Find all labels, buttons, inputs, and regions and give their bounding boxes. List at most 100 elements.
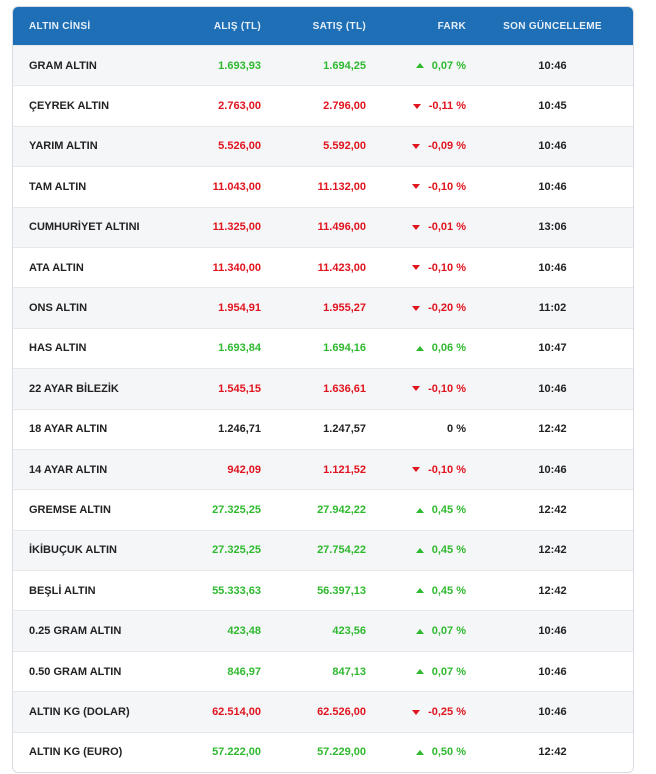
up-arrow-icon [415, 588, 424, 594]
buy-price: 846,97 [227, 665, 261, 678]
buy-price: 5.526,00 [218, 140, 261, 153]
up-arrow-icon [415, 63, 424, 69]
last-update-time: 10:46 [538, 59, 567, 72]
change-value: -0,11 % [428, 100, 466, 113]
gold-type-name: GRAM ALTIN [29, 59, 97, 72]
change-percent: 0,45 % [366, 544, 466, 556]
down-arrow-icon [412, 709, 421, 715]
last-update-time: 13:06 [538, 221, 567, 234]
change-value: 0,07 % [431, 625, 466, 638]
change-value: -0,10 % [428, 180, 466, 193]
gold-type-name: İKİBUÇUK ALTIN [29, 544, 117, 557]
gold-price-table: ALTIN CİNSİ ALIŞ (TL) SATIŞ (TL) FARK SO… [12, 6, 634, 774]
gold-type-name: 0.25 GRAM ALTIN [29, 625, 122, 638]
change-percent: -0,11 % [366, 100, 466, 112]
table-row: BEŞLİ ALTIN 55.333,63 56.397,13 0,45 % 12:42 [13, 570, 633, 610]
table-row: HAS ALTIN 1.693,84 1.694,16 0,06 % 10:47 [13, 327, 633, 368]
up-arrow-icon [415, 628, 424, 634]
table-row: YARIM ALTIN 5.526,00 5.592,00 -0,09 % 10:46 [13, 125, 633, 167]
gold-type-name: ALTIN KG (EURO) [29, 746, 123, 759]
sell-price: 1.694,25 [323, 59, 366, 72]
change-value: 0,45 % [431, 503, 466, 516]
change-value: 0,45 % [431, 584, 466, 597]
change-percent: 0,45 % [366, 504, 466, 516]
change-value: 0 % [447, 423, 466, 436]
change-value: 0,50 % [431, 746, 466, 759]
gold-type-name: 0.50 GRAM ALTIN [29, 665, 122, 678]
buy-price: 1.693,93 [218, 59, 261, 72]
change-value: -0,10 % [428, 382, 466, 395]
table-row: 22 AYAR BİLEZİK 1.545,15 1.636,61 -0,10 % 10… [13, 368, 633, 409]
change-value: -0,20 % [428, 302, 466, 315]
up-arrow-icon [415, 547, 424, 553]
change-value: 0,07 % [431, 665, 466, 678]
header-diff: FARK [437, 20, 466, 32]
change-percent: 0,50 % [366, 746, 466, 758]
table-row: GRAM ALTIN 1.693,93 1.694,25 0,07 % 10:46 [13, 45, 633, 86]
gold-type-name: ÇEYREK ALTIN [29, 100, 110, 113]
sell-price: 27.754,22 [317, 544, 366, 557]
sell-price: 11.423,00 [317, 261, 366, 274]
table-row: ALTIN KG (DOLAR) 62.514,00 62.526,00 -0,25 … [13, 691, 633, 732]
header-updated: SON GÜNCELLEME [503, 20, 602, 32]
last-update-time: 10:46 [538, 625, 567, 638]
table-row: GREMSE ALTIN 27.325,25 27.942,22 0,45 % 12:4… [13, 489, 633, 529]
change-percent: 0,06 % [366, 342, 466, 354]
buy-price: 942,09 [227, 463, 261, 476]
change-percent: -0,10 % [366, 464, 466, 476]
down-arrow-icon [412, 184, 421, 190]
table-row: 14 AYAR ALTIN 942,09 1.121,52 -0,10 % 10:46 [13, 448, 633, 490]
buy-price: 11.043,00 [212, 180, 261, 193]
table-body: GRAM ALTIN 1.693,93 1.694,25 0,07 % 10:46 ÇEY… [13, 45, 633, 772]
change-percent: -0,25 % [366, 706, 466, 718]
down-arrow-icon [412, 386, 421, 392]
down-arrow-icon [412, 144, 421, 150]
buy-price: 1.954,91 [218, 302, 261, 315]
buy-price: 55.333,63 [212, 584, 261, 597]
gold-type-name: ALTIN KG (DOLAR) [29, 705, 130, 718]
table-row: ONS ALTIN 1.954,91 1.955,27 -0,20 % 11:02 [13, 287, 633, 328]
buy-price: 1.545,15 [218, 382, 261, 395]
sell-price: 1.636,61 [323, 382, 366, 395]
change-value: -0,10 % [428, 261, 466, 274]
header-name: ALTIN CİNSİ [29, 20, 91, 32]
table-row: ÇEYREK ALTIN 2.763,00 2.796,00 -0,11 % 10:45 [13, 85, 633, 125]
change-value: 0,06 % [431, 342, 466, 355]
gold-type-name: 22 AYAR BİLEZİK [29, 382, 119, 395]
sell-price: 11.132,00 [317, 180, 366, 193]
last-update-time: 10:46 [538, 140, 567, 153]
sell-price: 62.526,00 [317, 705, 366, 718]
buy-price: 1.246,71 [218, 423, 261, 436]
sell-price: 5.592,00 [323, 140, 366, 153]
last-update-time: 12:42 [538, 423, 567, 436]
last-update-time: 10:46 [538, 261, 567, 274]
sell-price: 1.955,27 [323, 302, 366, 315]
sell-price: 57.229,00 [317, 746, 366, 759]
last-update-time: 10:45 [538, 100, 567, 113]
buy-price: 11.340,00 [212, 261, 261, 274]
up-arrow-icon [415, 346, 424, 352]
change-percent: -0,10 % [366, 262, 466, 274]
last-update-time: 10:46 [538, 463, 567, 476]
down-arrow-icon [412, 103, 421, 109]
buy-price: 27.325,25 [212, 503, 261, 516]
table-row: İKİBUÇUK ALTIN 27.325,25 27.754,22 0,45 % 12… [13, 529, 633, 571]
sell-price: 847,13 [332, 665, 366, 678]
last-update-time: 10:47 [538, 342, 567, 355]
sell-price: 423,56 [332, 625, 366, 638]
gold-type-name: TAM ALTIN [29, 180, 87, 193]
change-percent: 0,07 % [366, 666, 466, 678]
buy-price: 1.693,84 [218, 342, 261, 355]
gold-type-name: CUMHURİYET ALTINI [29, 221, 140, 234]
down-arrow-icon [412, 224, 421, 230]
table-row: TAM ALTIN 11.043,00 11.132,00 -0,10 % 10:46 [13, 166, 633, 206]
table-row: CUMHURİYET ALTINI 11.325,00 11.496,00 -0,01… [13, 206, 633, 247]
gold-type-name: HAS ALTIN [29, 342, 87, 355]
sell-price: 1.121,52 [323, 463, 366, 476]
last-update-time: 12:42 [538, 584, 567, 597]
change-value: -0,10 % [428, 463, 466, 476]
change-percent: 0,45 % [366, 585, 466, 597]
sell-price: 1.694,16 [323, 342, 366, 355]
change-percent: -0,01 % [366, 221, 466, 233]
table-row: 18 AYAR ALTIN 1.246,71 1.247,57 0 % 12:42 [13, 408, 633, 449]
